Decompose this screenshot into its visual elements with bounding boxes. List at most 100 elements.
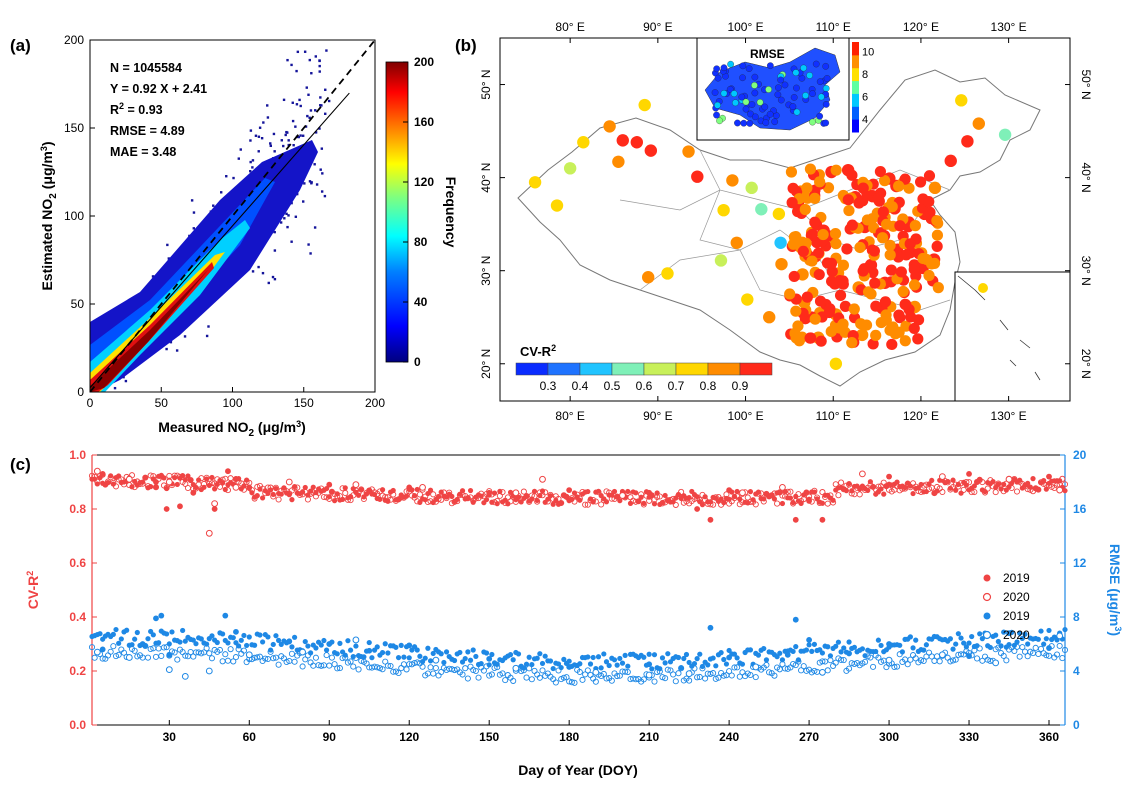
map-lon-label-top: 110° E <box>816 20 851 34</box>
rmse-2019-point <box>913 637 919 643</box>
rmse-2020-point <box>403 666 410 673</box>
inset-station-point <box>738 93 746 101</box>
station-point <box>775 257 788 271</box>
cv-r2-2019-point <box>94 481 100 487</box>
map-lat-label-right: 50° N <box>1079 69 1093 99</box>
series-3-point <box>352 636 360 644</box>
cv-r2-2020-point <box>678 488 685 496</box>
rmse-2019-point <box>166 641 172 647</box>
cv-r2-2020-point <box>270 493 277 500</box>
cv-r2-2020-point <box>302 488 309 496</box>
rmse-2020-point <box>419 663 426 670</box>
rmse-2019-point <box>558 664 564 671</box>
rmse-2020-point <box>675 670 682 677</box>
panel-a-ticks: 0 50 100 150 200 0 50 100 150 200 <box>64 33 385 410</box>
rmse-2019-point <box>603 659 610 665</box>
rmse-2020-point <box>350 663 357 670</box>
inset-station-point <box>726 85 734 93</box>
cv-r2-2020-point <box>752 501 759 508</box>
rmse-2019-point <box>417 653 423 659</box>
rmse-2020-point <box>563 674 570 681</box>
rmse-2020-point <box>1032 644 1039 651</box>
cv-r2-2020-point <box>542 489 549 496</box>
station-point <box>822 182 835 194</box>
heatmap-outlier-cell <box>298 98 301 102</box>
rmse-2019-point <box>846 639 852 645</box>
rmse-2020-point <box>131 647 138 654</box>
cv-r2-2020-point <box>430 491 437 498</box>
heatmap-outlier-cell <box>267 281 270 285</box>
station-point <box>928 181 942 195</box>
station-point <box>894 220 906 232</box>
legend-color-segment <box>643 362 677 376</box>
rmse-2019-point <box>204 641 210 647</box>
station-point <box>857 182 869 194</box>
rmse-2020-point <box>227 646 234 653</box>
heatmap-outlier-cell <box>303 182 306 185</box>
rmse-2019-point <box>651 652 658 658</box>
station-point <box>886 338 898 351</box>
rmse-2020-point <box>824 667 831 674</box>
colorbar-tick-label: 40 <box>414 295 428 309</box>
series-3-point <box>885 656 893 664</box>
cv-r2-2019-point <box>454 496 460 503</box>
c-yl-tick-label: 0.2 <box>69 664 86 678</box>
cv-r2-2020-point <box>115 476 122 483</box>
rmse-2020-point <box>88 644 96 651</box>
rmse-2019-point <box>590 654 596 661</box>
rmse-2019-point <box>526 654 532 660</box>
cv-r2-2020-point <box>496 492 503 499</box>
series-2-point <box>886 641 892 647</box>
heatmap-outlier-cell <box>295 69 298 73</box>
rmse-2019-point <box>587 661 594 667</box>
rmse-2020-point <box>318 662 325 669</box>
rmse-2019-point <box>1017 630 1023 636</box>
rmse-2020-point <box>486 672 493 679</box>
rmse-2020-point <box>747 671 754 679</box>
rmse-2019-point <box>116 640 122 646</box>
rmse-2020-point <box>592 678 599 685</box>
station-point <box>817 228 829 241</box>
rmse-2019-point <box>318 642 324 648</box>
rmse-2020-point <box>206 650 213 657</box>
station-point <box>872 193 884 205</box>
rmse-2019-point <box>180 627 186 634</box>
rmse-2019-point <box>790 648 796 655</box>
station-point <box>909 220 921 232</box>
heatmap-outlier-cell <box>285 130 288 134</box>
cv-r2-2020-point <box>846 481 853 488</box>
rmse-2019-point <box>598 665 604 671</box>
series-0-point <box>190 489 197 496</box>
y-tick-label: 150 <box>64 121 84 135</box>
rmse-2019-point <box>1025 641 1031 647</box>
rmse-2020-point <box>576 668 583 676</box>
cv-r2-2020-point <box>547 491 554 498</box>
c-x-tick-label: 150 <box>479 730 499 744</box>
heatmap-outlier-cell <box>320 104 323 107</box>
cv-r2-2020-point <box>830 499 837 506</box>
cv-r2-2020-point <box>760 498 767 505</box>
cv-r2-2020-point <box>598 501 605 508</box>
cv-r2-2019-point <box>750 497 756 503</box>
rmse-2019-point <box>614 662 620 668</box>
station-point <box>661 267 674 280</box>
heatmap-outlier-cell <box>269 142 272 145</box>
station-point <box>797 245 809 258</box>
heatmap-outlier-cell <box>251 159 255 162</box>
rmse-2020-point <box>731 664 738 671</box>
cv-r2-2019-point <box>1030 476 1036 482</box>
rmse-2020-point <box>678 665 685 672</box>
inset-station-point <box>822 62 830 70</box>
rmse-2020-point <box>632 676 639 683</box>
rmse-2019-point <box>686 659 692 666</box>
rmse-2020-point <box>459 671 466 678</box>
heatmap-outlier-cell <box>308 180 312 183</box>
map-lon-label-bottom: 120° E <box>903 409 939 423</box>
series-2-point <box>286 638 293 645</box>
rmse-2020-point <box>1037 645 1045 652</box>
rmse-2020-point <box>603 675 610 682</box>
series-3-point <box>819 668 826 676</box>
cv-r2-2020-point <box>672 501 679 508</box>
inset-station-point <box>720 64 728 72</box>
rmse-2019-point <box>422 655 428 661</box>
